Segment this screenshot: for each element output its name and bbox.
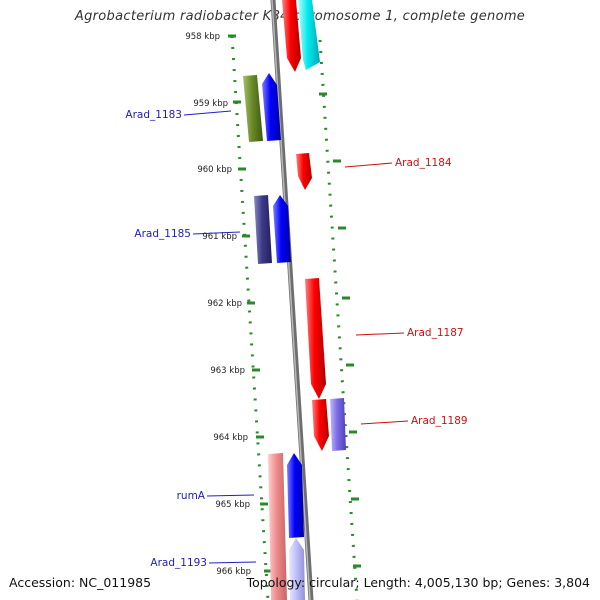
scale-tick-label: 961 kbp: [202, 232, 237, 242]
leader-line: [360, 420, 409, 425]
leader-line: [192, 231, 241, 235]
gene-feature-arad-1193[interactable]: [289, 538, 305, 600]
outer-major-ticks: [319, 92, 361, 568]
accession-text: Accession: NC_011985: [9, 575, 152, 590]
leader-line: [344, 162, 393, 168]
gene-feature-arad-1185[interactable]: [254, 195, 272, 264]
gene-label-ruma[interactable]: rumA: [177, 490, 206, 502]
outer-dotted-guide: [318, 39, 359, 600]
gene-label-arad-1187[interactable]: Arad_1187: [407, 327, 464, 339]
leader-line: [206, 494, 255, 497]
gene-feature[interactable]: [273, 195, 291, 263]
gene-feature[interactable]: [262, 73, 281, 141]
scale-tick-label: 958 kbp: [185, 32, 220, 42]
gene-feature[interactable]: [312, 399, 329, 451]
leader-line: [183, 110, 232, 116]
inner-dotted-guide: [230, 35, 270, 600]
gene-label-arad-1184[interactable]: Arad_1184: [395, 157, 452, 169]
scale-tick-label: 966 kbp: [216, 567, 251, 577]
gene-feature-arad-1187[interactable]: [305, 278, 326, 399]
scale-tick-label: 962 kbp: [207, 299, 242, 309]
genome-backbone: [270, 0, 314, 600]
gene-label-arad-1189[interactable]: Arad_1189: [411, 415, 468, 427]
gene-feature-arad-1189[interactable]: [330, 398, 346, 451]
scale-tick-label: 963 kbp: [210, 366, 245, 376]
leader-line: [208, 561, 257, 564]
gene-feature[interactable]: [282, 0, 301, 72]
gene-feature-arad-1183[interactable]: [243, 75, 263, 142]
genome-summary-text: Topology: circular; Length: 4,005,130 bp…: [246, 575, 590, 590]
gene-feature-arad-1184[interactable]: [296, 153, 312, 190]
genome-backbone-highlight: [271, 0, 311, 600]
gene-label-arad-1183[interactable]: Arad_1183: [125, 109, 182, 121]
gene-feature[interactable]: [298, 0, 320, 70]
leader-line: [355, 332, 405, 336]
gene-label-arad-1185[interactable]: Arad_1185: [134, 228, 191, 240]
scale-tick-label: 959 kbp: [193, 99, 228, 109]
gene-feature[interactable]: [287, 453, 304, 538]
scale-tick-label: 964 kbp: [213, 433, 248, 443]
gene-feature-ruma[interactable]: [268, 453, 287, 600]
scale-tick-label: 960 kbp: [197, 165, 232, 175]
scale-tick-label: 965 kbp: [215, 500, 250, 510]
gene-label-arad-1193[interactable]: Arad_1193: [150, 557, 207, 569]
